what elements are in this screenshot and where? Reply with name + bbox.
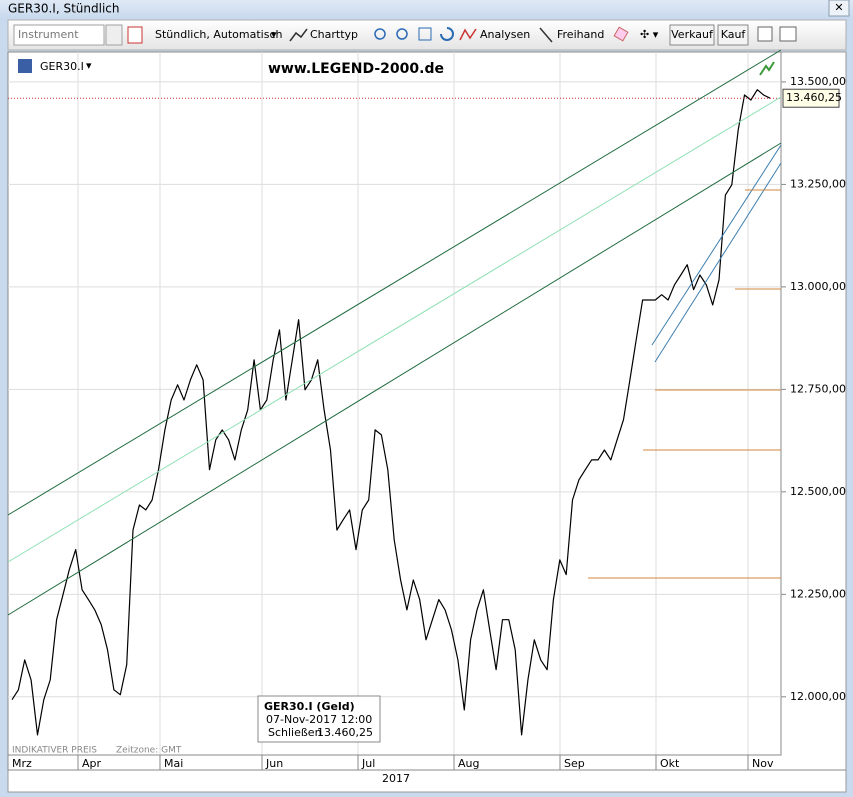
x-year-label: 2017 bbox=[382, 772, 410, 785]
tooltip-datetime: 07-Nov-2017 12:00 bbox=[266, 713, 372, 726]
instrument-picker[interactable] bbox=[105, 24, 123, 46]
trend-channel-mid bbox=[7, 96, 782, 563]
analyses-menu[interactable]: Analysen bbox=[480, 28, 530, 41]
window-icon[interactable] bbox=[757, 26, 773, 42]
tooltip-title: GER30.I (Geld) bbox=[264, 700, 355, 713]
zoom-in[interactable] bbox=[374, 28, 386, 40]
close-icon: ✕ bbox=[834, 1, 843, 14]
last-price-label: 13.460,25 bbox=[786, 91, 842, 104]
watermark: www.LEGEND-2000.de bbox=[268, 61, 444, 77]
y-tick-label: 13.000,00 bbox=[790, 280, 846, 293]
x-tick-label: Okt bbox=[660, 757, 680, 770]
tooltip bbox=[257, 695, 381, 743]
buy-button[interactable] bbox=[717, 24, 749, 46]
instrument-input[interactable] bbox=[13, 24, 105, 46]
plot-background bbox=[7, 51, 782, 756]
freehand-menu[interactable]: Freihand bbox=[557, 28, 604, 41]
instrument-placeholder: Instrument bbox=[18, 28, 79, 41]
y-tick-label: 13.250,00 bbox=[790, 177, 846, 190]
x-tick-label: Aug bbox=[458, 757, 479, 770]
y-tick-label: 12.000,00 bbox=[790, 690, 846, 703]
crosshair-icon[interactable]: ✣ ▾ bbox=[640, 28, 659, 41]
symbol-dropdown[interactable]: ▾ bbox=[86, 59, 92, 72]
price-line bbox=[11, 89, 771, 736]
symbol-selector[interactable]: GER30.I bbox=[40, 60, 84, 73]
y-tick-label: 12.500,00 bbox=[790, 485, 846, 498]
x-tick-label: Mrz bbox=[12, 757, 32, 770]
window-title: GER30.I, Stündlich bbox=[8, 2, 120, 16]
price-note: INDIKATIVER PREIS bbox=[12, 746, 97, 756]
x-tick-label: Nov bbox=[752, 757, 774, 770]
sell-label: Verkauf bbox=[671, 28, 714, 41]
close-button[interactable] bbox=[828, 0, 850, 17]
x-tick-label: Jul bbox=[361, 757, 375, 770]
indicator-icon[interactable] bbox=[127, 26, 143, 44]
analysis-icon bbox=[459, 28, 477, 41]
tooltip-value: 13.460,25 bbox=[317, 726, 373, 739]
charttype-menu[interactable]: Charttyp bbox=[310, 28, 358, 41]
title-bar bbox=[0, 0, 853, 18]
interval-menu[interactable]: Stündlich, Automatisch bbox=[155, 28, 282, 41]
last-price-box bbox=[782, 88, 840, 108]
trend-channel-lower bbox=[7, 142, 782, 616]
y-tick-label: 13.500,00 bbox=[790, 75, 846, 88]
print-icon[interactable] bbox=[779, 26, 797, 42]
sell-button[interactable] bbox=[669, 24, 715, 46]
short-trend-upper bbox=[651, 144, 782, 346]
buy-label: Kauf bbox=[721, 28, 747, 41]
trend-channel-upper bbox=[7, 49, 782, 516]
symbol-icon bbox=[18, 59, 32, 73]
plot-area: Mrz Apr Mai Jun Jul Aug Sep Okt Nov 2017 12.000,00… bbox=[7, 51, 846, 785]
eraser-icon[interactable] bbox=[613, 26, 629, 42]
x-tick-label: Apr bbox=[82, 757, 102, 770]
zoom-out[interactable] bbox=[396, 28, 408, 40]
signal-icon bbox=[759, 61, 775, 76]
dropdown-arrow: ▾ bbox=[271, 28, 277, 41]
reset-icon[interactable] bbox=[440, 27, 454, 41]
drawings bbox=[7, 49, 782, 616]
x-tick-label: Mai bbox=[164, 757, 183, 770]
x-tick-label: Sep bbox=[564, 757, 585, 770]
freehand-icon bbox=[539, 27, 553, 43]
x-tick-label: Jun bbox=[265, 757, 283, 770]
y-tick-label: 12.750,00 bbox=[790, 382, 846, 395]
tooltip-field: Schließen bbox=[268, 726, 322, 739]
timezone: Zeitzone: GMT bbox=[116, 746, 182, 756]
short-trend-lower bbox=[654, 162, 782, 363]
fit-icon[interactable] bbox=[418, 27, 432, 41]
charttype-icon bbox=[289, 28, 308, 42]
y-tick-label: 12.250,00 bbox=[790, 587, 846, 600]
